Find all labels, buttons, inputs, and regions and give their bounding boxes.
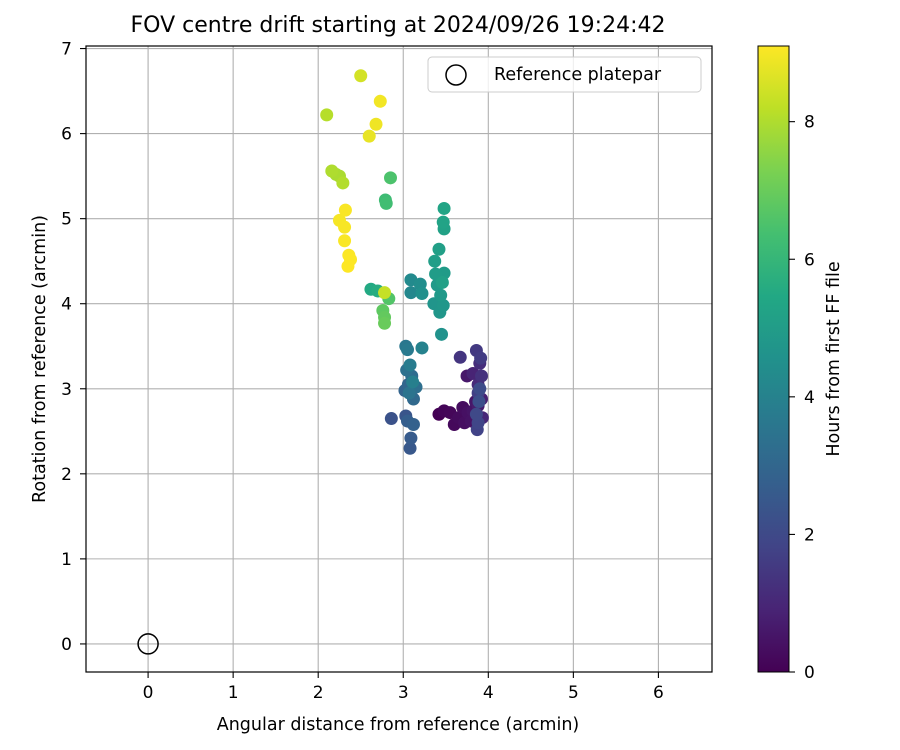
colorbar-gradient — [757, 45, 790, 673]
data-point — [325, 164, 339, 178]
data-point — [415, 287, 429, 301]
data-point — [384, 412, 398, 426]
data-point — [379, 196, 393, 210]
data-point — [403, 358, 417, 372]
data-point — [378, 316, 392, 330]
data-point — [369, 117, 383, 131]
data-point — [428, 254, 442, 268]
data-point — [320, 108, 334, 122]
data-point — [406, 375, 420, 389]
data-point — [434, 288, 448, 302]
legend-marker — [445, 64, 467, 86]
data-point — [354, 69, 368, 83]
x-tick-label: 3 — [398, 683, 409, 703]
chart-title: FOV centre drift starting at 2024/09/26 … — [131, 13, 666, 38]
colorbar-ticks: 0 2 4 6 8 — [789, 113, 815, 683]
data-point — [404, 431, 418, 445]
colorbar-tick-label: 6 — [804, 250, 815, 270]
y-tick-label: 4 — [61, 295, 72, 315]
data-point — [402, 386, 416, 400]
x-tick-label: 5 — [568, 683, 579, 703]
reference-platepar-marker — [137, 633, 159, 655]
data-point — [453, 350, 467, 364]
data-point — [415, 341, 429, 355]
data-point — [401, 343, 415, 357]
data-point — [403, 441, 417, 455]
y-tick-label: 0 — [61, 635, 72, 655]
y-axis-label: Rotation from reference (arcmin) — [30, 215, 50, 503]
colorbar-tick-label: 0 — [804, 663, 815, 683]
data-point — [362, 129, 376, 143]
y-tick-label: 2 — [61, 465, 72, 485]
data-point — [475, 369, 489, 383]
x-tick-label: 1 — [228, 683, 239, 703]
legend-box — [427, 56, 702, 93]
data-point — [436, 298, 450, 312]
scatter-points — [320, 69, 489, 455]
y-tick-label: 1 — [61, 550, 72, 570]
data-point — [436, 215, 450, 229]
data-point — [473, 382, 487, 396]
x-tick-label: 4 — [483, 683, 494, 703]
y-tick-label: 5 — [61, 210, 72, 230]
data-point — [378, 286, 392, 300]
colorbar-tick-label: 8 — [804, 113, 815, 133]
x-tick-label: 2 — [313, 683, 324, 703]
y-axis-ticks: 0 1 2 3 4 5 6 7 — [61, 40, 86, 655]
data-point — [432, 242, 446, 256]
grid-lines — [86, 46, 712, 672]
data-point — [336, 176, 350, 190]
plot-frame — [85, 45, 713, 673]
data-point — [435, 327, 449, 341]
x-axis-label: Angular distance from reference (arcmin) — [217, 715, 580, 735]
data-point — [437, 201, 451, 215]
colorbar-tick-label: 2 — [804, 525, 815, 545]
data-point — [338, 220, 352, 234]
reference-marker-layer — [137, 633, 159, 655]
y-tick-label: 3 — [61, 380, 72, 400]
data-point — [472, 395, 486, 409]
data-point — [435, 275, 449, 289]
colorbar-label: Hours from first FF file — [824, 261, 844, 456]
data-point — [469, 407, 483, 421]
data-point — [338, 203, 352, 217]
data-point — [474, 351, 488, 365]
data-point — [383, 171, 397, 185]
data-point — [406, 417, 420, 431]
colorbar-tick-label: 4 — [804, 388, 815, 408]
legend: Reference platepar — [427, 56, 702, 93]
data-point — [338, 234, 352, 248]
y-tick-label: 7 — [61, 40, 72, 60]
data-point — [341, 259, 355, 273]
legend-label: Reference platepar — [494, 65, 662, 85]
colorbar: 0 2 4 6 8 Hours from first FF file — [757, 45, 844, 683]
data-point — [404, 286, 418, 300]
x-tick-label: 0 — [143, 683, 154, 703]
data-point — [373, 94, 387, 108]
x-axis-ticks: 0 1 2 3 4 5 6 — [143, 672, 664, 703]
x-tick-label: 6 — [653, 683, 664, 703]
y-tick-label: 6 — [61, 125, 72, 145]
